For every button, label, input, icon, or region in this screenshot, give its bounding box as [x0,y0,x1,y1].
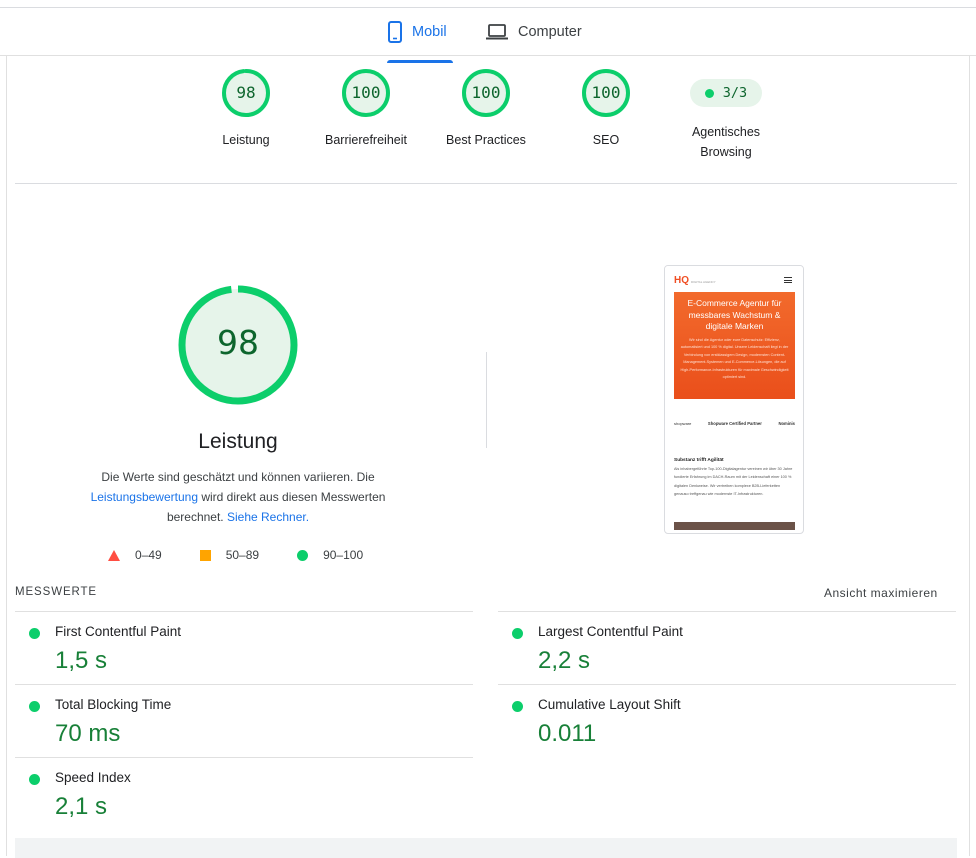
laptop-icon [486,24,508,40]
pass-dot-icon [29,701,40,712]
hero-text: Wir sind die Agentur oder eure Datenschu… [680,337,789,380]
metric-lcp: Largest Contentful Paint 2,2 s [498,611,956,684]
partner-left: shopware [674,420,692,426]
metric-value: 1,5 s [55,647,108,674]
hamburger-menu-icon [784,277,792,283]
tab-mobile[interactable]: Mobil [388,8,452,56]
metric-speed-index: Speed Index 2,1 s [15,757,473,830]
screenshot-hero: E-Commerce Agentur für messbares Wachstu… [674,292,795,399]
performance-gauge: 98 [178,285,298,405]
screenshot-image-strip [674,522,795,530]
legend-fail-range: 0–49 [135,548,162,562]
score-label: Best Practices [446,133,526,147]
score-value: 100 [471,83,501,102]
triangle-icon [108,549,120,561]
metric-name: First Contentful Paint [55,624,182,639]
legend-fail: 0–49 [108,548,162,562]
agentic-score-pill: 3/3 [690,79,762,107]
expand-view-toggle[interactable]: Ansicht maximieren [824,586,938,600]
square-icon [199,549,211,561]
score-label: Leistung [222,133,270,147]
score-value: 98 [236,83,256,102]
performance-description: Die Werte sind geschätzt und können vari… [70,467,406,527]
pass-dot-icon [29,774,40,785]
metric-value: 2,2 s [538,647,591,674]
gauge-ring [582,69,630,117]
partner-right: Nominis [778,420,795,426]
pass-dot-icon [29,628,40,639]
legend-average: 50–89 [199,548,260,562]
performance-title: Leistung [198,430,278,453]
agentic-label-line2: Browsing [700,145,752,159]
top-border [0,0,976,8]
page-screenshot[interactable]: HQ DIGITAL AGENCY E-Commerce Agentur für … [664,265,804,534]
agentic-label-line1: Agentisches [691,125,761,139]
device-tabs: Mobil Computer [0,8,976,63]
screenshot-partners: shopware Shopware Certified Partner Nomi… [674,416,795,430]
tab-computer-label: Computer [518,24,582,40]
metric-cls: Cumulative Layout Shift 0.011 [498,684,956,757]
legend-pass-range: 90–100 [323,548,364,562]
section-title: Substanz trifft Agilität [674,458,724,463]
pass-dot-icon [512,701,523,712]
gauge-ring [462,69,510,117]
performance-score: 98 [217,323,259,362]
agentic-label: Agentisches Browsing [666,122,786,162]
smartphone-icon [388,21,402,43]
screenshot-logo: HQ DIGITAL AGENCY [674,275,716,286]
tab-mobile-label: Mobil [412,24,447,40]
legend-average-range: 50–89 [225,548,260,562]
score-label: Barrierefreiheit [325,133,407,147]
score-gauge-seo[interactable]: 100 SEO [546,68,666,150]
tab-computer[interactable]: Computer [486,8,596,56]
active-tab-indicator [387,60,453,63]
gauge-ring [342,69,390,117]
gauge-ring [222,69,270,117]
vertical-separator [486,352,487,448]
screenshot-section: Substanz trifft Agilität Als inhabergefü… [674,458,795,498]
score-gauge-accessibility[interactable]: 100 Barrierefreiheit [306,68,426,150]
score-agentic-browsing[interactable]: 3/3 Agentisches Browsing [666,68,786,162]
metric-name: Cumulative Layout Shift [538,697,681,712]
legend-pass: 90–100 [297,548,363,562]
metric-fcp: First Contentful Paint 1,5 s [15,611,473,684]
score-label: SEO [592,133,620,147]
partner-mid: Shopware Certified Partner [707,420,762,426]
score-gauge-best-practices[interactable]: 100 Best Practices [426,68,546,150]
metrics-heading: MESSWERTE [15,586,98,598]
metric-tbt: Total Blocking Time 70 ms [15,684,473,757]
metric-name: Largest Contentful Paint [538,624,683,639]
report-frame-right [969,56,970,856]
pass-dot-icon [704,88,714,98]
logo-text: HQ [674,275,689,286]
hero-title: E-Commerce Agentur für messbares Wachstu… [687,298,782,331]
report-frame-left [6,56,7,856]
summary-divider [15,183,957,184]
section-text: Als inhabergeführte Top-100-Digitalagent… [674,467,793,496]
score-value: 100 [591,83,621,102]
screenshot-header: HQ DIGITAL AGENCY [665,266,803,292]
agentic-score-value: 3/3 [722,85,748,101]
circle-icon [297,549,309,561]
logo-sub: DIGITAL AGENCY [691,280,716,284]
score-gauge-performance[interactable]: 98 Leistung [186,68,306,150]
performance-gauge-ring [178,285,298,405]
calculator-link[interactable]: Siehe Rechner. [226,510,310,524]
desc-text-1: Die Werte sind geschätzt und können vari… [101,470,375,484]
desc-text-2: wird direkt aus diesen Messwerten berech… [166,490,386,524]
runtime-settings-bar [15,838,957,858]
score-value: 100 [351,83,381,102]
metric-value: 70 ms [55,720,121,747]
metric-value: 0.011 [538,720,597,747]
metric-value: 2,1 s [55,793,108,820]
score-legend: 0–49 50–89 90–100 [108,545,401,565]
metric-name: Total Blocking Time [55,697,172,712]
performance-score-link[interactable]: Leistungsbewertung [90,490,198,504]
pass-dot-icon [512,628,523,639]
metric-name: Speed Index [55,770,131,785]
